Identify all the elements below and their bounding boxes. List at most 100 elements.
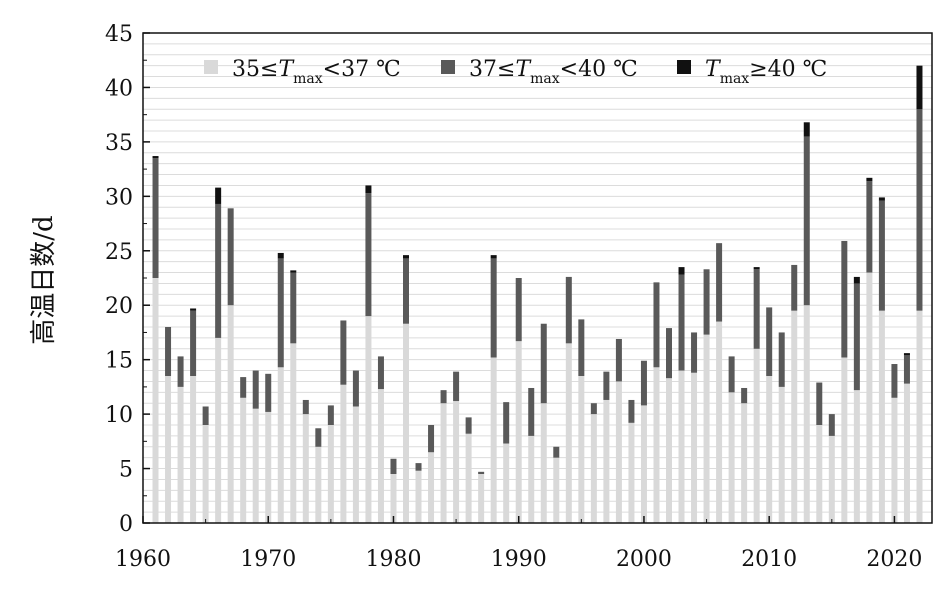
bar-segment-2 — [515, 278, 522, 342]
bar-segment-2 — [816, 382, 823, 425]
bar-segment-1 — [503, 443, 510, 523]
bar-segment-1 — [878, 310, 885, 523]
bar-segment-2 — [177, 356, 184, 387]
bar-segment-2 — [703, 269, 710, 335]
bar-segment-3 — [190, 308, 197, 311]
x-tick-label: 1960 — [115, 547, 171, 572]
bar-segment-2 — [578, 319, 585, 376]
bar-segment-2 — [528, 387, 535, 436]
bar-segment-1 — [716, 321, 723, 523]
bar-segment-1 — [691, 372, 698, 523]
legend-label: Tmax≥40 ℃ — [705, 57, 827, 87]
bar-segment-2 — [866, 181, 873, 273]
bar-segment-1 — [666, 378, 672, 523]
y-tick-label: 15 — [105, 349, 133, 374]
bar-segment-2 — [453, 371, 460, 402]
bar-segment-2 — [152, 158, 159, 278]
bar-segment-3 — [753, 267, 760, 270]
bar-segment-2 — [302, 399, 309, 415]
bar-segment-1 — [728, 392, 735, 523]
bar-segment-1 — [853, 390, 860, 523]
bar-segment-1 — [415, 470, 422, 523]
bar-segment-1 — [628, 422, 635, 523]
legend-swatch — [677, 60, 691, 74]
bar-segment-3 — [490, 255, 497, 259]
legend-label: 35≤Tmax<37 ℃ — [232, 57, 401, 87]
bars — [152, 65, 923, 523]
bar-segment-2 — [165, 327, 172, 376]
bar-segment-1 — [540, 403, 547, 523]
bar-segment-2 — [753, 269, 760, 349]
bar-segment-2 — [891, 364, 898, 398]
bar-segment-2 — [741, 387, 748, 404]
bar-segment-2 — [440, 390, 447, 404]
bar-segment-2 — [503, 402, 510, 444]
y-tick-label: 35 — [105, 131, 133, 156]
y-tick-label: 5 — [119, 458, 133, 483]
bar-segment-1 — [315, 446, 322, 523]
x-tick-labels: 1960 1970 1980 1990 2000 2010 2020 — [115, 547, 922, 572]
y-tick-label: 25 — [105, 240, 133, 265]
bar-segment-1 — [490, 357, 497, 523]
bar-segment-1 — [603, 399, 610, 523]
bar-segment-3 — [290, 270, 297, 273]
bar-segment-1 — [565, 343, 572, 523]
bar-segment-1 — [803, 305, 810, 523]
bar-segment-2 — [490, 258, 497, 358]
bar-segment-3 — [853, 276, 860, 284]
bar-segment-1 — [678, 370, 685, 523]
legend-item-2: 37≤Tmax<40 ℃ — [441, 57, 638, 87]
bar-segment-1 — [277, 367, 284, 523]
bar-segment-3 — [215, 187, 222, 204]
bar-segment-1 — [215, 337, 222, 523]
bar-segment-1 — [615, 381, 622, 523]
bar-segment-1 — [440, 403, 447, 523]
x-tick-label: 1970 — [240, 547, 296, 572]
bar-segment-1 — [916, 310, 923, 523]
y-tick-label: 10 — [105, 403, 133, 428]
bar-segment-3 — [878, 197, 885, 201]
x-tick-label: 2020 — [866, 547, 922, 572]
bar-segment-2 — [590, 403, 597, 415]
bar-segment-3 — [866, 177, 873, 182]
bar-segment-2 — [615, 338, 622, 382]
x-tick-label: 1990 — [491, 547, 547, 572]
bar-segment-2 — [428, 425, 435, 453]
axes — [142, 32, 933, 524]
bar-segment-1 — [640, 405, 647, 523]
bar-segment-1 — [465, 433, 472, 523]
bar-segment-3 — [403, 255, 409, 259]
y-tick-label: 0 — [119, 512, 133, 537]
bar-segment-1 — [891, 397, 898, 523]
bar-segment-2 — [365, 193, 372, 317]
bar-segment-3 — [365, 185, 372, 194]
bar-segment-3 — [903, 353, 910, 356]
bar-segment-2 — [603, 371, 610, 400]
bar-segment-2 — [878, 200, 885, 311]
y-tick-labels: 0 5 10 15 20 25 30 35 40 45 — [105, 22, 133, 537]
bar-segment-2 — [803, 136, 810, 306]
legend-label: 37≤Tmax<40 ℃ — [469, 57, 638, 87]
bar-segment-2 — [352, 370, 359, 407]
bar-segment-1 — [340, 384, 347, 523]
bar-segment-2 — [853, 283, 860, 391]
bar-segment-1 — [152, 278, 159, 523]
bar-segment-2 — [202, 406, 209, 425]
bar-segment-1 — [766, 376, 773, 523]
bar-segment-2 — [215, 203, 222, 338]
bar-segment-2 — [478, 471, 485, 474]
bar-segment-1 — [528, 435, 535, 523]
bar-segment-1 — [177, 386, 184, 523]
bar-segment-1 — [302, 414, 309, 523]
bar-segment-1 — [578, 376, 585, 523]
bar-segment-2 — [565, 276, 572, 344]
bar-segment-2 — [403, 258, 409, 324]
bar-segment-1 — [352, 406, 359, 523]
y-tick-label: 45 — [105, 22, 133, 47]
bar-segment-1 — [165, 376, 172, 523]
plot-frame — [142, 32, 933, 524]
bar-segment-2 — [327, 405, 334, 425]
bar-segment-1 — [753, 348, 760, 523]
bar-segment-1 — [903, 383, 910, 523]
bar-segment-2 — [415, 463, 422, 471]
